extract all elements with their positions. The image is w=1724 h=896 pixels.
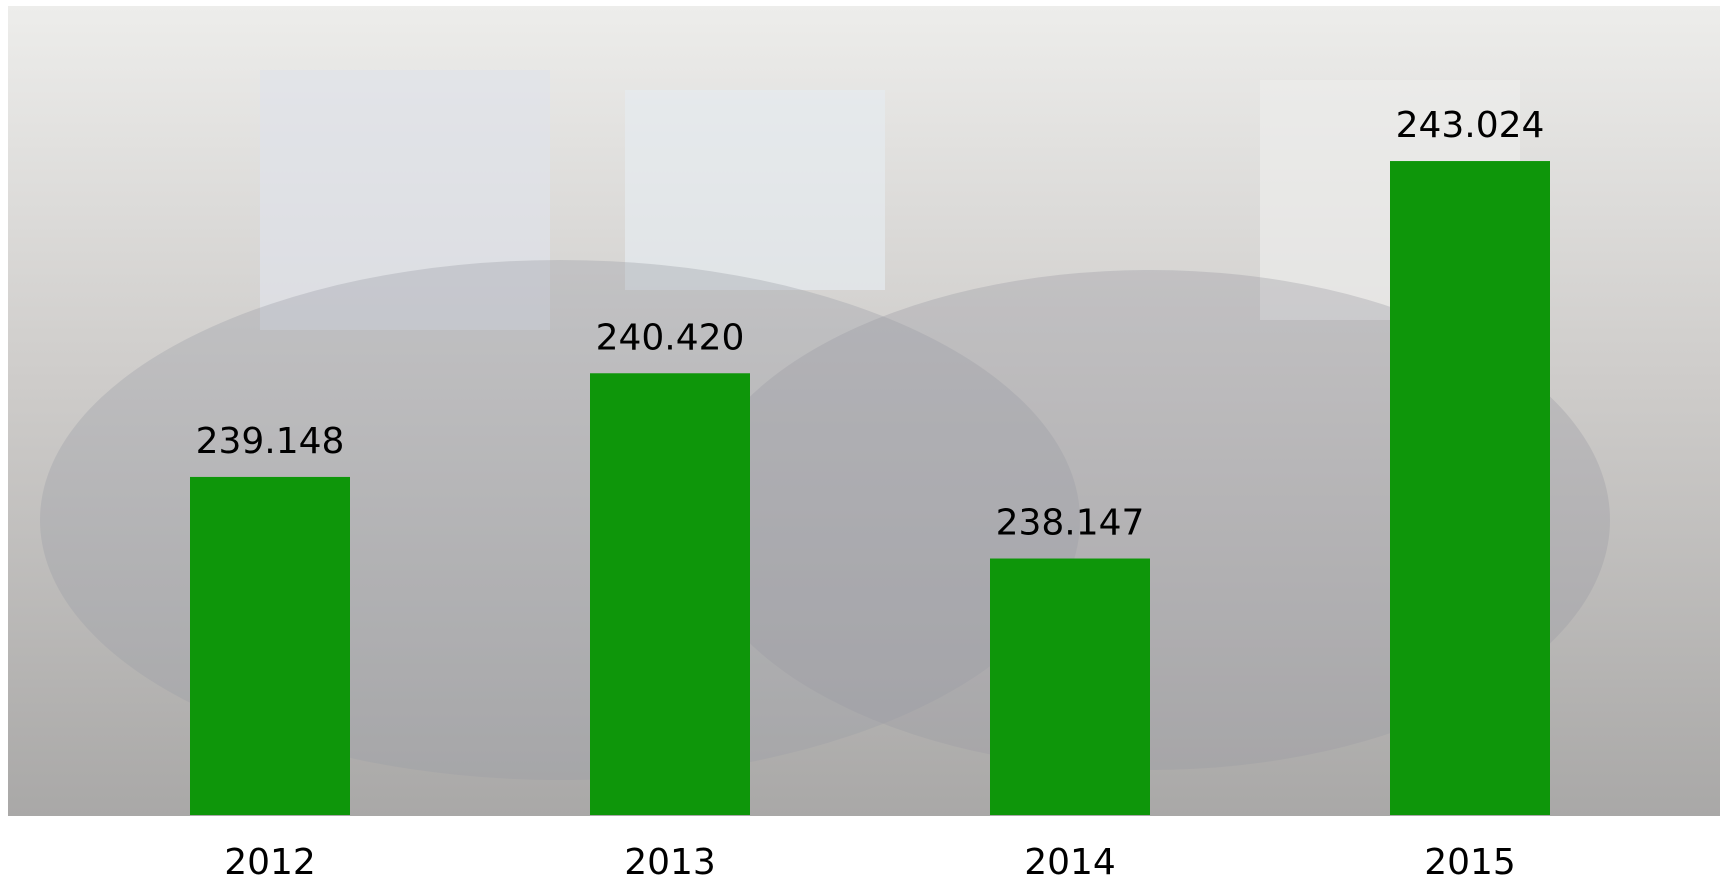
chart: 2012 239.148 2013 240.420 2014 238.147 2015 243… — [0, 0, 1724, 896]
value-label: 243.024 — [1396, 105, 1545, 146]
bar — [190, 477, 350, 815]
x-tick-label: 2015 — [1424, 842, 1516, 883]
value-label: 239.148 — [196, 421, 345, 462]
bar — [1390, 161, 1550, 815]
bar — [590, 373, 750, 815]
x-tick-label: 2012 — [224, 842, 316, 883]
x-tick-label: 2013 — [624, 842, 716, 883]
value-label: 240.420 — [596, 317, 745, 358]
x-tick-label: 2014 — [1024, 842, 1116, 883]
value-label: 238.147 — [996, 503, 1145, 544]
bar — [990, 559, 1150, 815]
